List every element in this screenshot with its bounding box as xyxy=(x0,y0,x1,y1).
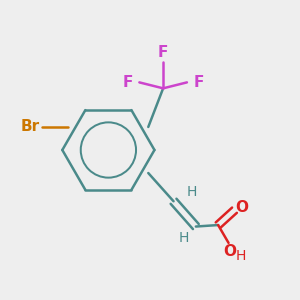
Text: O: O xyxy=(224,244,236,259)
Text: H: H xyxy=(186,185,197,200)
Text: F: F xyxy=(158,45,168,60)
Text: H: H xyxy=(179,231,189,245)
Text: O: O xyxy=(236,200,248,215)
Text: F: F xyxy=(122,75,133,90)
Text: H: H xyxy=(235,249,246,263)
Text: Br: Br xyxy=(20,119,39,134)
Text: F: F xyxy=(194,75,204,90)
